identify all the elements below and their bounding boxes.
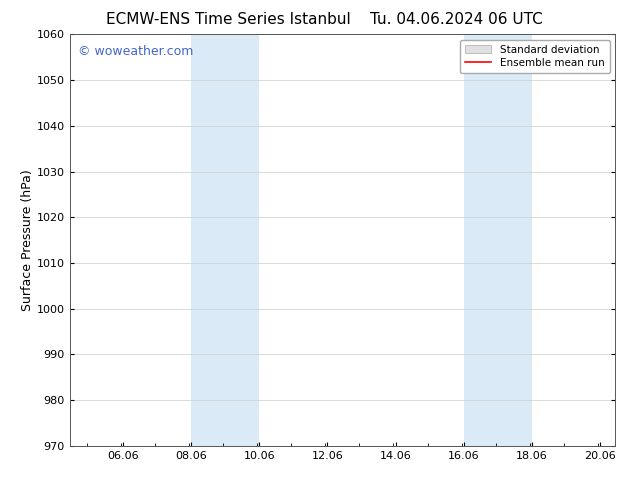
Legend: Standard deviation, Ensemble mean run: Standard deviation, Ensemble mean run	[460, 40, 610, 73]
Text: ECMW-ENS Time Series Istanbul: ECMW-ENS Time Series Istanbul	[106, 12, 351, 27]
Y-axis label: Surface Pressure (hPa): Surface Pressure (hPa)	[21, 169, 34, 311]
Bar	[191, 34, 259, 446]
Text: Tu. 04.06.2024 06 UTC: Tu. 04.06.2024 06 UTC	[370, 12, 543, 27]
Text: © woweather.com: © woweather.com	[78, 45, 193, 58]
Bar	[463, 34, 532, 446]
